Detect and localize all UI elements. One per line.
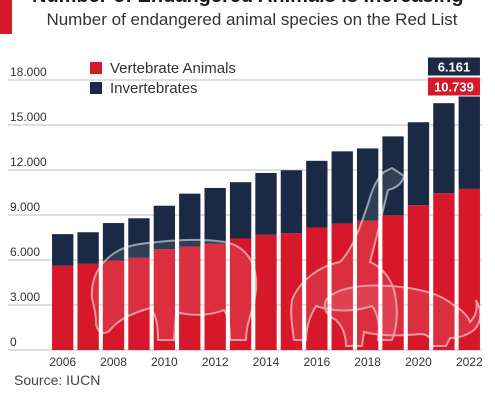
y-tick-label: 0 (10, 335, 17, 349)
bar-vertebrate (407, 205, 430, 350)
bar-vertebrate (382, 215, 404, 350)
y-tick-label: 6.000 (10, 245, 40, 259)
legend-item-invertebrate: Invertebrates (90, 80, 198, 97)
bar-invertebrate (280, 170, 303, 234)
legend: Vertebrate Animals Invertebrates (90, 60, 236, 97)
source-note: Source: IUCN (14, 372, 101, 388)
y-tick-label: 3.000 (10, 290, 40, 304)
bar-vertebrate (433, 193, 455, 350)
bar-vertebrate (128, 257, 150, 350)
x-tick-label: 2012 (202, 355, 229, 369)
legend-label: Vertebrate Animals (110, 60, 236, 77)
bar-vertebrate (204, 243, 226, 350)
bar-invertebrate (179, 193, 201, 247)
bar-invertebrate (433, 103, 455, 194)
legend-label: Invertebrates (110, 80, 198, 97)
legend-swatch (90, 62, 102, 74)
bar-vertebrate (153, 249, 176, 350)
y-tick-label: 9.000 (10, 200, 40, 214)
data-label-vertebrate: 10.739 (434, 80, 474, 95)
bar-invertebrate (382, 136, 404, 216)
bar-vertebrate (280, 233, 303, 350)
title-accent-bar (0, 0, 12, 34)
bar-vertebrate (306, 227, 328, 350)
data-label-invertebrate: 6.161 (438, 60, 471, 75)
x-tick-label: 2020 (405, 355, 432, 369)
bar-invertebrate (77, 232, 99, 264)
x-tick-label: 2010 (151, 355, 178, 369)
bar-invertebrate (204, 187, 226, 244)
bar-invertebrate (356, 148, 379, 221)
x-tick-label: 2016 (303, 355, 330, 369)
y-tick-label: 12.000 (10, 155, 47, 169)
bar-vertebrate (458, 188, 480, 350)
bar-invertebrate (52, 234, 74, 266)
bar-vertebrate (179, 246, 201, 350)
rhino-silhouette (323, 284, 482, 347)
label-box-vertebrate (427, 77, 480, 96)
bar-vertebrate (102, 260, 125, 350)
bar-invertebrate (153, 205, 176, 250)
bar-invertebrate (331, 151, 353, 224)
x-tick-label: 2006 (49, 355, 76, 369)
bar-invertebrate (458, 96, 480, 189)
giraffe-silhouette (290, 166, 406, 341)
y-tick-label: 15.000 (10, 110, 47, 124)
bar-vertebrate (255, 234, 277, 350)
label-box-invertebrate (427, 57, 480, 76)
bar-invertebrate (229, 182, 252, 239)
bar-vertebrate (52, 265, 74, 350)
x-tick-label: 2014 (253, 355, 280, 369)
bar-invertebrate (407, 122, 430, 206)
bar-invertebrate (128, 218, 150, 258)
x-tick-label: 2022 (456, 355, 483, 369)
animal-silhouettes (90, 166, 482, 347)
bar-invertebrate (306, 160, 328, 228)
chart-subtitle: Number of endangered animal species on t… (46, 10, 458, 29)
chart-title: Number of Endangered Animals is Increasi… (32, 0, 492, 8)
bar-vertebrate (331, 223, 353, 350)
bar-invertebrate (255, 172, 277, 235)
y-tick-label: 18.000 (10, 65, 47, 79)
bar-vertebrate (229, 238, 252, 350)
legend-swatch (90, 82, 102, 94)
x-tick-label: 2008 (100, 355, 127, 369)
elephant-silhouette (90, 238, 258, 341)
x-tick-label: 2018 (354, 355, 381, 369)
legend-item-vertebrate: Vertebrate Animals (90, 60, 236, 77)
